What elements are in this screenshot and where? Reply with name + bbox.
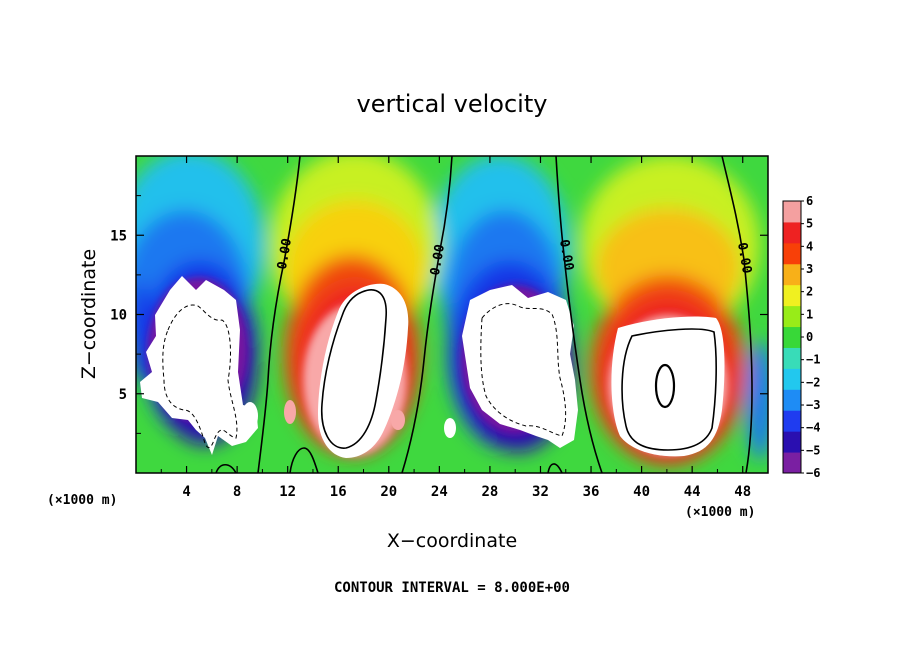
- colorbar-label: 3: [806, 262, 813, 276]
- x-tick-label: 48: [734, 484, 751, 500]
- x-tick-label: 16: [330, 484, 347, 500]
- colorbar-swatch: [783, 221, 801, 244]
- colorbar-label: −4: [806, 421, 820, 435]
- colorbar-swatch: [783, 410, 801, 432]
- zero-contour-2: [401, 156, 453, 473]
- edge-downdraft: [136, 280, 150, 380]
- y-tick-label: 15: [110, 228, 127, 244]
- chart-title: vertical velocity: [357, 90, 548, 118]
- white-patch: [242, 402, 258, 430]
- colorbar-swatch: [783, 389, 801, 411]
- downdraft-white-region: [140, 276, 258, 455]
- zero-contour-3: [555, 156, 603, 473]
- x-tick-label: 40: [633, 484, 650, 500]
- updraft-max-contour: [654, 363, 676, 409]
- y-tick-label: 10: [110, 308, 127, 324]
- x-unit-left-label: (×1000 m): [47, 493, 117, 508]
- colorbar-swatch: [783, 284, 801, 307]
- contour-labels: 0.00 0.00 0.00 0.00: [275, 237, 754, 277]
- zero-contour-bump: [215, 463, 237, 473]
- x-unit-right-label: (×1000 m): [685, 505, 755, 520]
- downdraft-contour: [162, 304, 238, 448]
- pink-patch: [391, 410, 405, 430]
- white-patch: [444, 418, 456, 438]
- colorbar-swatch: [783, 431, 801, 453]
- colorbar-label: −5: [806, 443, 820, 457]
- colorbar-swatch: [783, 201, 801, 223]
- colorbar-swatch: [783, 242, 801, 265]
- colorbar-swatch: [783, 326, 801, 348]
- zero-contour-bump: [547, 463, 563, 473]
- updraft-contour: [621, 328, 717, 451]
- x-axis-label: X−coordinate: [387, 530, 517, 552]
- updraft-contour: [320, 289, 387, 449]
- colorbar-swatch: [783, 263, 801, 286]
- contour-label: 0.00: [556, 238, 576, 272]
- updraft-white-region: [611, 316, 725, 457]
- colorbar-label: 0: [806, 330, 813, 344]
- x-tick-label: 36: [583, 484, 600, 500]
- x-tick-label: 8: [233, 484, 241, 500]
- contour-interval-label: CONTOUR INTERVAL = 8.000E+00: [334, 580, 570, 596]
- x-tick-label: 32: [532, 484, 549, 500]
- x-tick-label: 44: [684, 484, 701, 500]
- contour-label: 0.00: [428, 243, 448, 277]
- x-tick-label: 28: [481, 484, 498, 500]
- x-tick-label: 4: [182, 484, 190, 500]
- colorbar-label: 2: [806, 285, 813, 299]
- contour-label: 0.00: [734, 241, 754, 275]
- colorbar-label: −2: [806, 375, 820, 389]
- zero-contour-bump: [289, 447, 319, 473]
- contour-label: 0.00: [275, 237, 295, 271]
- y-tick-label: 5: [119, 387, 127, 403]
- x-tick-label: 20: [380, 484, 397, 500]
- pink-patch: [284, 400, 296, 424]
- colorbar-label: 1: [806, 307, 813, 321]
- colorbar-label: 4: [806, 239, 813, 253]
- x-tick-label: 12: [279, 484, 296, 500]
- colorbar-label: −3: [806, 398, 820, 412]
- zero-contour-1: [257, 156, 301, 473]
- x-axis-ticks: 4 8 12 16 20 24 28 32 36 40 44 48: [160, 156, 751, 500]
- downdraft-contour: [480, 303, 567, 437]
- y-axis-ticks: 5 10 15: [110, 195, 768, 434]
- plot-area: [136, 156, 768, 473]
- colorbar-swatch: [783, 368, 801, 390]
- y-axis-label: Z−coordinate: [78, 249, 100, 379]
- zero-contour-4: [721, 156, 753, 473]
- colorbar: 6 5 4 3 2 1 0 −1 −2 −3 −4 −5 −6: [782, 194, 820, 480]
- x-tick-label: 24: [431, 484, 448, 500]
- colorbar-label: −6: [806, 466, 820, 480]
- colorbar-swatch: [783, 305, 801, 328]
- downdraft-white-region: [462, 285, 578, 448]
- colorbar-label: 5: [806, 217, 813, 231]
- colorbar-swatch: [783, 347, 801, 369]
- contour-lines: [162, 156, 753, 473]
- colorbar-label: 6: [806, 194, 813, 208]
- colorbar-label: −1: [806, 353, 820, 367]
- colorbar-swatch: [783, 452, 801, 474]
- velocity-field: [136, 156, 768, 465]
